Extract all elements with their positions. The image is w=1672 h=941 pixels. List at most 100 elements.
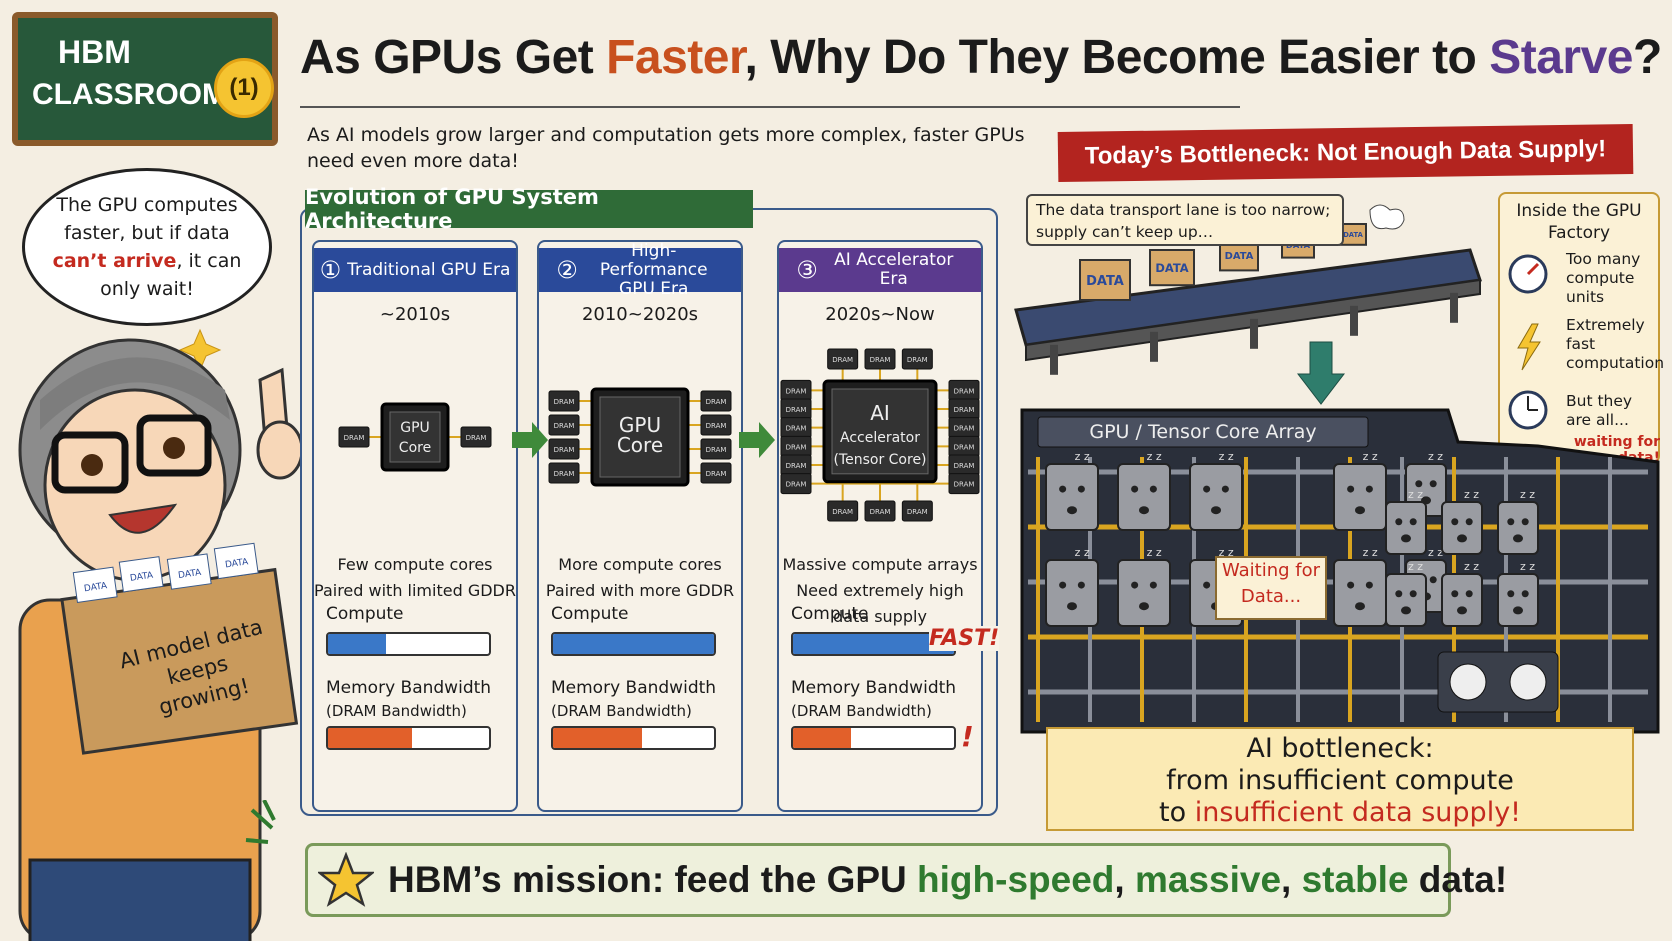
data-crate <box>1079 259 1131 301</box>
dram-label: DRAM <box>786 425 807 433</box>
face-mouth <box>1067 602 1077 611</box>
core-face <box>1333 559 1387 627</box>
sleep-z: z z <box>1075 546 1090 559</box>
face-mouth <box>1067 506 1077 515</box>
face-mouth <box>1513 534 1523 543</box>
face-mouth <box>1401 534 1411 543</box>
sleep-z: z z <box>1520 560 1535 573</box>
mission-part: data! <box>1408 859 1508 900</box>
bandwidth-bar <box>551 726 716 750</box>
conveyor: DATADATADATADATADATA <box>1014 204 1482 375</box>
dram-label: DRAM <box>954 387 975 395</box>
dram-label: DRAM <box>907 508 928 516</box>
factory-item: Extremely fast computation <box>1566 316 1665 372</box>
face-eye <box>1409 590 1417 598</box>
face-mouth <box>1139 602 1149 611</box>
era-number: ③ <box>796 255 818 284</box>
dram-label: DRAM <box>786 481 807 489</box>
dram-module <box>548 438 580 460</box>
bubble-part: , it can only wait! <box>100 250 242 300</box>
jeans <box>28 858 252 941</box>
title-part: As GPUs Get <box>300 31 607 84</box>
dram-label: DRAM <box>786 406 807 414</box>
face-eye <box>1521 590 1529 598</box>
face-mouth <box>1457 534 1467 543</box>
dram-module <box>948 473 980 495</box>
crate-label: DATA <box>1225 251 1254 262</box>
glasses <box>51 431 129 494</box>
face-eye <box>1365 581 1373 589</box>
core-face <box>1045 559 1099 627</box>
era-number: ② <box>556 255 578 284</box>
dram-label: DRAM <box>554 398 575 406</box>
dram-label: DRAM <box>706 398 727 406</box>
title-part: ? <box>1632 31 1662 84</box>
factory-title: Inside the GPU Factory <box>1516 201 1642 243</box>
subtitle: As AI models grow larger and computation… <box>307 124 1025 172</box>
bandwidth-fill <box>328 728 412 748</box>
chip-label: Core <box>399 440 431 456</box>
bubble-part: can’t arrive <box>52 250 177 272</box>
conveyor-note: The data transport lane is too narrow; s… <box>1026 194 1344 246</box>
sleep-z: z z <box>1520 488 1535 501</box>
chip-label: (Tensor Core) <box>833 452 926 468</box>
factory-item: But they are all... <box>1566 392 1633 429</box>
sleep-z: z z <box>1147 450 1162 463</box>
face-mouth <box>1211 506 1221 515</box>
dram-module <box>700 414 732 436</box>
dram-module <box>338 426 370 448</box>
star <box>318 852 374 907</box>
face-eye <box>1059 581 1067 589</box>
dram-label: DRAM <box>907 356 928 364</box>
face-eye <box>1149 485 1157 493</box>
title-rule <box>300 106 1240 108</box>
dram-module <box>827 348 859 370</box>
sleep-z: z z <box>1363 546 1378 559</box>
dram-label: DRAM <box>554 446 575 454</box>
face-eye <box>1507 518 1515 526</box>
era-description: More compute cores Paired with more GDDR <box>539 552 741 604</box>
leg <box>1450 292 1458 323</box>
face-eye <box>1395 518 1403 526</box>
era-name: AI Accelerator Era <box>834 250 954 289</box>
summary-line: from insufficient compute <box>1166 765 1514 796</box>
puff <box>1369 204 1405 230</box>
gauge <box>1449 663 1487 701</box>
badge-line: CLASSROOM <box>32 78 227 111</box>
bandwidth-label: Memory Bandwidth <box>551 678 717 698</box>
core-face <box>1497 573 1539 627</box>
face-eye <box>1409 518 1417 526</box>
compute-bar <box>791 632 956 656</box>
dram-label: DRAM <box>954 425 975 433</box>
dram-label: DRAM <box>466 434 487 442</box>
core-face <box>1441 501 1483 555</box>
gauge <box>1509 663 1547 701</box>
description-line: More compute cores <box>558 555 722 574</box>
eye <box>81 454 103 476</box>
era-header: ② High-Performance GPU Era <box>539 241 741 298</box>
speech-bubble: The GPU computes faster, but if data can… <box>22 168 272 326</box>
down-arrow <box>1296 341 1346 405</box>
dram-module <box>548 390 580 412</box>
bandwidth-fill <box>553 728 642 748</box>
bandwidth-label: Memory Bandwidth <box>326 678 492 698</box>
era-name: High-Performance GPU Era <box>599 240 708 299</box>
dram-label: DRAM <box>786 443 807 451</box>
dram-label: DRAM <box>554 470 575 478</box>
leg <box>1250 318 1258 349</box>
bandwidth-note: (DRAM Bandwidth) <box>551 702 692 720</box>
sleep-z: z z <box>1408 560 1423 573</box>
dram-label: DRAM <box>954 481 975 489</box>
face-eye <box>1347 485 1355 493</box>
compute-fill <box>328 634 386 654</box>
chip-label: GPU <box>619 413 661 437</box>
face-eye <box>1131 485 1139 493</box>
face-mouth <box>1513 606 1523 615</box>
factory-icons <box>1508 254 1548 430</box>
face-eye <box>1465 518 1473 526</box>
era-description: Massive compute arrays Need extremely hig… <box>779 552 981 630</box>
dram-label: DRAM <box>706 446 727 454</box>
mission-part: , <box>1114 859 1135 900</box>
core-face <box>1189 463 1243 531</box>
face-eye <box>1059 485 1067 493</box>
